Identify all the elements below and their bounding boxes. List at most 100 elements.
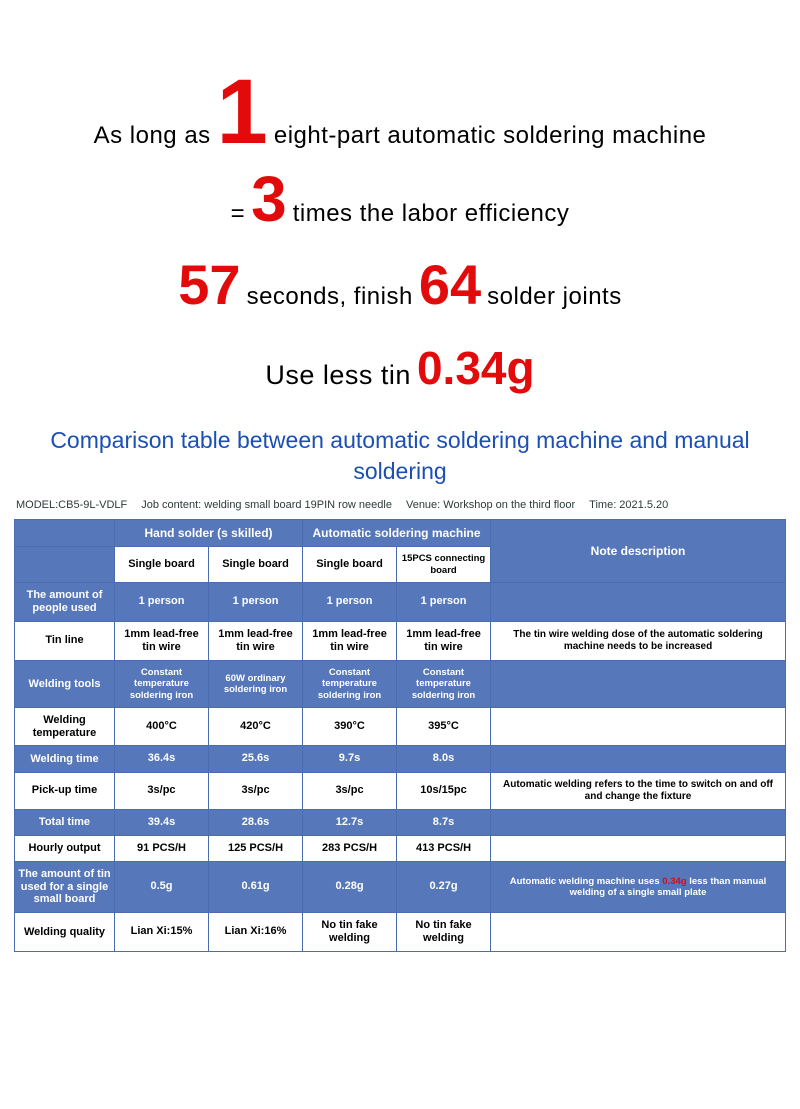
row-label: Hourly output (15, 835, 115, 861)
hero-number: 3 (251, 174, 287, 225)
cell: 0.5g (115, 861, 209, 912)
cell-note (491, 660, 786, 707)
hero-number: 64 (419, 252, 481, 317)
header-empty (15, 547, 115, 583)
hero-text: solder joints (487, 283, 622, 311)
row-temp: Welding temperature 400°C 420°C 390°C 39… (15, 708, 786, 746)
row-welding-time: Welding time 36.4s 25.6s 9.7s 8.0s (15, 746, 786, 772)
row-label: The amount of people used (15, 583, 115, 621)
cell: 1mm lead-free tin wire (115, 621, 209, 660)
cell: 420°C (209, 708, 303, 746)
cell: 1 person (209, 583, 303, 621)
cell: 3s/pc (209, 772, 303, 809)
cell-note (491, 708, 786, 746)
row-label: The amount of tin used for a single smal… (15, 861, 115, 912)
hero-section: As long as 1 eight-part automatic solder… (0, 0, 800, 395)
cell-note (491, 912, 786, 951)
row-label: Welding time (15, 746, 115, 772)
cell-note (491, 746, 786, 772)
row-people: The amount of people used 1 person 1 per… (15, 583, 786, 621)
cell: 39.4s (115, 809, 209, 835)
hero-text: As long as (94, 122, 211, 150)
cell: 400°C (115, 708, 209, 746)
hero-text: eight-part automatic soldering machine (274, 122, 707, 150)
note-red: 0.34g (662, 876, 686, 887)
row-label: Welding quality (15, 912, 115, 951)
hero-text: seconds, finish (247, 283, 413, 311)
hero-text: = (231, 200, 246, 228)
row-tools: Welding tools Constant temperature solde… (15, 660, 786, 707)
meta-model: MODEL:CB5-9L-VDLF (16, 499, 127, 511)
cell: 1 person (115, 583, 209, 621)
cell: 3s/pc (115, 772, 209, 809)
row-label: Tin line (15, 621, 115, 660)
subheader: Single board (115, 547, 209, 583)
cell: 3s/pc (303, 772, 397, 809)
cell: 91 PCS/H (115, 835, 209, 861)
cell: 25.6s (209, 746, 303, 772)
row-total-time: Total time 39.4s 28.6s 12.7s 8.7s (15, 809, 786, 835)
subheader: Single board (303, 547, 397, 583)
cell-note (491, 835, 786, 861)
cell: 9.7s (303, 746, 397, 772)
cell: 12.7s (303, 809, 397, 835)
subheader: 15PCS connecting board (397, 547, 491, 583)
cell-note (491, 583, 786, 621)
cell: 36.4s (115, 746, 209, 772)
table-title: Comparison table between automatic solde… (30, 425, 770, 487)
cell: 0.61g (209, 861, 303, 912)
hero-number: 57 (178, 252, 240, 317)
cell: 0.28g (303, 861, 397, 912)
hero-text: times the labor efficiency (293, 200, 570, 228)
hero-line-2: = 3 times the labor efficiency (40, 174, 760, 228)
header-group-hand: Hand solder (s skilled) (115, 520, 303, 547)
meta-venue: Venue: Workshop on the third floor (406, 499, 575, 511)
note-part: Automatic welding machine uses (510, 876, 663, 887)
header-row-1: Hand solder (s skilled) Automatic solder… (15, 520, 786, 547)
cell: 60W ordinary soldering iron (209, 660, 303, 707)
cell-note: Automatic welding refers to the time to … (491, 772, 786, 809)
meta-job: Job content: welding small board 19PIN r… (141, 499, 392, 511)
header-note: Note description (491, 520, 786, 583)
row-quality: Welding quality Lian Xi:15% Lian Xi:16% … (15, 912, 786, 951)
hero-number: 1 (217, 80, 268, 144)
cell: 8.7s (397, 809, 491, 835)
cell-note: The tin wire welding dose of the automat… (491, 621, 786, 660)
cell-note (491, 809, 786, 835)
header-group-auto: Automatic soldering machine (303, 520, 491, 547)
cell: 413 PCS/H (397, 835, 491, 861)
hero-line-1: As long as 1 eight-part automatic solder… (40, 80, 760, 150)
cell: 1mm lead-free tin wire (209, 621, 303, 660)
cell: No tin fake welding (303, 912, 397, 951)
cell: 1 person (303, 583, 397, 621)
row-label: Total time (15, 809, 115, 835)
cell: 283 PCS/H (303, 835, 397, 861)
cell: Constant temperature soldering iron (303, 660, 397, 707)
cell: 1mm lead-free tin wire (397, 621, 491, 660)
row-label: Pick-up time (15, 772, 115, 809)
hero-number: 0.34g (417, 341, 535, 395)
cell: 28.6s (209, 809, 303, 835)
header-empty (15, 520, 115, 547)
cell: 8.0s (397, 746, 491, 772)
row-pickup: Pick-up time 3s/pc 3s/pc 3s/pc 10s/15pc … (15, 772, 786, 809)
cell: 1mm lead-free tin wire (303, 621, 397, 660)
hero-line-4: Use less tin 0.34g (40, 341, 760, 395)
cell: Constant temperature soldering iron (115, 660, 209, 707)
cell: 0.27g (397, 861, 491, 912)
cell: 125 PCS/H (209, 835, 303, 861)
cell: Constant temperature soldering iron (397, 660, 491, 707)
cell: 390°C (303, 708, 397, 746)
cell: 395°C (397, 708, 491, 746)
meta-info: MODEL:CB5-9L-VDLF Job content: welding s… (0, 499, 800, 519)
meta-time: Time: 2021.5.20 (589, 499, 668, 511)
hero-line-3: 57 seconds, finish 64 solder joints (40, 252, 760, 317)
cell: 1 person (397, 583, 491, 621)
row-tin-line: Tin line 1mm lead-free tin wire 1mm lead… (15, 621, 786, 660)
subheader: Single board (209, 547, 303, 583)
comparison-table-wrap: Hand solder (s skilled) Automatic solder… (0, 519, 800, 952)
comparison-table: Hand solder (s skilled) Automatic solder… (14, 519, 786, 952)
row-label: Welding tools (15, 660, 115, 707)
cell: Lian Xi:15% (115, 912, 209, 951)
row-label: Welding temperature (15, 708, 115, 746)
